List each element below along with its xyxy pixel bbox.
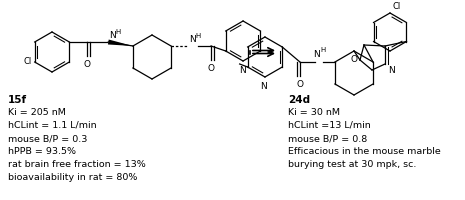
- Text: burying test at 30 mpk, sc.: burying test at 30 mpk, sc.: [288, 160, 416, 169]
- Text: H: H: [195, 33, 200, 39]
- Text: N: N: [313, 50, 320, 59]
- Text: 24d: 24d: [288, 95, 310, 105]
- Text: hPPB = 93.5%: hPPB = 93.5%: [8, 147, 76, 156]
- Text: Ki = 30 nM: Ki = 30 nM: [288, 108, 340, 117]
- Text: H: H: [115, 29, 120, 35]
- Text: rat brain free fraction = 13%: rat brain free fraction = 13%: [8, 160, 146, 169]
- Text: N: N: [189, 35, 196, 44]
- Text: hCLint =13 L/min: hCLint =13 L/min: [288, 121, 371, 130]
- Text: N: N: [109, 31, 116, 40]
- Text: O: O: [207, 64, 214, 73]
- Text: H: H: [321, 47, 326, 53]
- Text: Cl: Cl: [23, 58, 32, 66]
- Text: bioavailability in rat = 80%: bioavailability in rat = 80%: [8, 173, 137, 182]
- Text: 15f: 15f: [8, 95, 27, 105]
- Text: Ki = 205 nM: Ki = 205 nM: [8, 108, 66, 117]
- Text: O: O: [350, 55, 357, 64]
- Text: mouse B/P = 0.8: mouse B/P = 0.8: [288, 134, 367, 143]
- Text: Cl: Cl: [392, 2, 400, 11]
- Text: O: O: [84, 60, 91, 69]
- Text: mouse B/P = 0.3: mouse B/P = 0.3: [8, 134, 87, 143]
- Polygon shape: [108, 40, 133, 46]
- Text: N: N: [239, 66, 246, 75]
- Text: N: N: [260, 82, 267, 91]
- Text: hCLint = 1.1 L/min: hCLint = 1.1 L/min: [8, 121, 97, 130]
- Text: Efficacious in the mouse marble: Efficacious in the mouse marble: [288, 147, 441, 156]
- Text: O: O: [297, 80, 304, 89]
- Text: N: N: [388, 66, 395, 75]
